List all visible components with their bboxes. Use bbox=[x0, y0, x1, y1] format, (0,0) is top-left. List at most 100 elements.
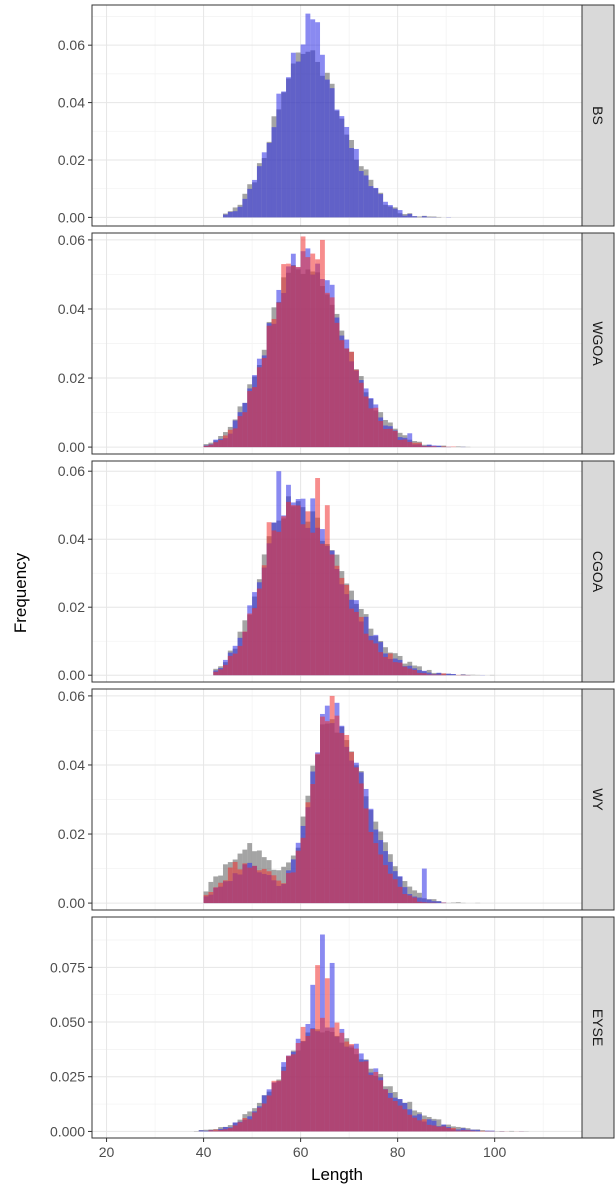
histogram-bar bbox=[402, 439, 408, 448]
histogram-bar bbox=[203, 445, 209, 448]
histogram-bar bbox=[271, 530, 277, 676]
histogram-bar bbox=[242, 1118, 248, 1132]
histogram-bar bbox=[412, 442, 418, 448]
histogram-bar bbox=[295, 850, 301, 904]
histogram-bar bbox=[373, 407, 379, 448]
histogram-bar bbox=[344, 585, 350, 676]
histogram-bar bbox=[329, 695, 335, 904]
histogram-bar bbox=[509, 1130, 515, 1132]
histogram-bar bbox=[281, 883, 287, 904]
facet-panel-wy: 0.00 0.02 0.04 0.06 WY bbox=[58, 688, 615, 911]
histogram-bar bbox=[276, 531, 282, 676]
histogram-bar bbox=[286, 263, 291, 448]
histogram-bar bbox=[256, 1107, 262, 1132]
histogram-bar bbox=[421, 446, 427, 448]
histogram-bar bbox=[431, 901, 437, 904]
histogram-bar bbox=[242, 631, 248, 676]
histogram-bar bbox=[290, 505, 296, 676]
histogram-bar bbox=[334, 109, 340, 218]
histogram-bar bbox=[320, 543, 325, 676]
histogram-bar bbox=[455, 1129, 461, 1132]
histogram-bar bbox=[295, 1043, 301, 1132]
histogram-bar bbox=[266, 325, 272, 448]
histogram-bar bbox=[281, 264, 287, 448]
histogram-series-3 bbox=[213, 478, 471, 676]
histogram-bar bbox=[412, 216, 418, 218]
histogram-bar bbox=[383, 201, 388, 218]
histogram-bar bbox=[261, 152, 267, 218]
y-tick-label: 0.04 bbox=[58, 95, 85, 111]
histogram-bar bbox=[421, 902, 427, 904]
histogram-bar bbox=[426, 899, 432, 904]
histogram-bar bbox=[363, 808, 369, 904]
histogram-bar bbox=[271, 1080, 277, 1132]
histogram-bar bbox=[286, 501, 291, 676]
facet-panel-bs: 0.00 0.02 0.04 0.06 BS bbox=[58, 4, 615, 227]
histogram-bar bbox=[252, 608, 257, 676]
x-tick-label: 20 bbox=[99, 1144, 115, 1160]
histogram-bar bbox=[203, 894, 209, 904]
histogram-bar bbox=[480, 1130, 485, 1132]
histogram-bar bbox=[276, 880, 282, 904]
histogram-bar bbox=[271, 875, 277, 904]
histogram-bar bbox=[378, 854, 384, 904]
y-tick-label: 0.06 bbox=[58, 232, 85, 248]
histogram-bar bbox=[475, 1129, 481, 1132]
histogram-bar bbox=[310, 253, 316, 448]
histogram-bar bbox=[324, 721, 330, 904]
histogram-bar bbox=[261, 357, 267, 448]
histogram-bar bbox=[218, 669, 223, 676]
histogram-bar bbox=[397, 886, 403, 904]
histogram-bar bbox=[232, 428, 238, 448]
histogram-bar bbox=[387, 873, 393, 904]
histogram-bar bbox=[222, 214, 228, 218]
histogram-bar bbox=[358, 616, 364, 676]
y-tick-label: 0.025 bbox=[50, 1069, 85, 1085]
histogram-bar bbox=[363, 633, 369, 676]
histogram-bar bbox=[222, 664, 228, 676]
histogram-bar bbox=[436, 1126, 442, 1132]
y-tick-label: 0.00 bbox=[58, 895, 85, 911]
histogram-bar bbox=[324, 505, 330, 676]
facet-strip-label: CGOA bbox=[590, 551, 606, 593]
histogram-bar bbox=[431, 216, 437, 218]
histogram-bar bbox=[227, 211, 233, 218]
histogram-bar bbox=[315, 965, 321, 1132]
histogram-bar bbox=[392, 662, 398, 676]
histogram-bar bbox=[208, 892, 214, 904]
histogram-bar bbox=[310, 532, 316, 676]
histogram-bar bbox=[421, 1119, 427, 1132]
histogram-bar bbox=[203, 1130, 209, 1132]
histogram-bar bbox=[431, 899, 437, 904]
histogram-bar bbox=[383, 656, 388, 676]
histogram-bar bbox=[256, 870, 262, 904]
histogram-bar bbox=[349, 608, 354, 676]
histogram-bar bbox=[441, 446, 447, 448]
histogram-bar bbox=[203, 1129, 209, 1132]
histogram-bar bbox=[232, 1125, 238, 1132]
histogram-bar bbox=[358, 171, 364, 218]
histogram-bar bbox=[446, 673, 452, 676]
histogram-bar bbox=[256, 166, 262, 218]
histogram-bar bbox=[218, 882, 223, 904]
histogram-bar bbox=[252, 865, 257, 904]
histogram-bar bbox=[256, 367, 262, 448]
histogram-bar bbox=[353, 611, 359, 676]
histogram-bar bbox=[290, 872, 296, 904]
chart-panels: 0.000.020.040.06BS0.000.020.040.06WGOA0.… bbox=[50, 4, 615, 1139]
y-tick-label: 0.02 bbox=[58, 599, 85, 615]
facet-strip bbox=[581, 688, 615, 911]
histogram-series-3 bbox=[203, 695, 447, 904]
histogram-bar bbox=[344, 1041, 350, 1132]
histogram-bar bbox=[412, 669, 418, 676]
histogram-bar bbox=[368, 831, 374, 904]
x-tick-label: 100 bbox=[483, 1144, 507, 1160]
histogram-bar bbox=[363, 396, 369, 448]
histogram-bar bbox=[305, 13, 311, 218]
histogram-bar bbox=[247, 391, 253, 448]
histogram-bar bbox=[436, 674, 442, 676]
histogram-bar bbox=[417, 670, 422, 676]
histogram-bar bbox=[417, 216, 422, 218]
histogram-bar bbox=[417, 897, 422, 904]
